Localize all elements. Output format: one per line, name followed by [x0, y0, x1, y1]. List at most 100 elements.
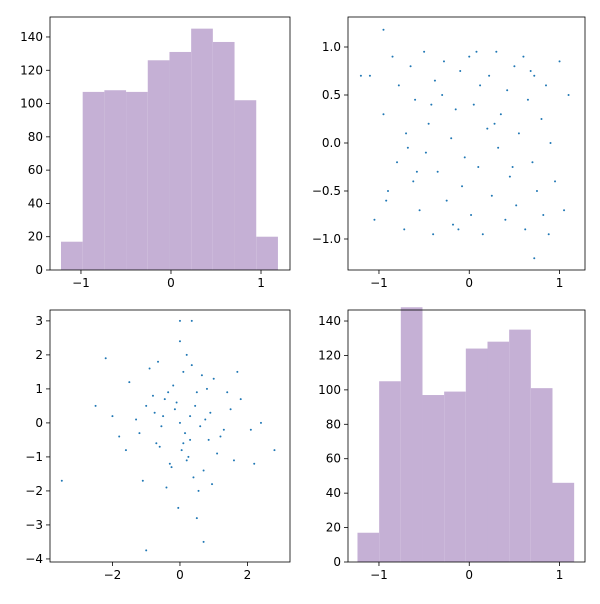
scatter-point: [517, 132, 520, 135]
y-tick-label: 0.0: [322, 136, 341, 150]
scatter-point: [211, 483, 214, 486]
scatter-point: [506, 89, 509, 92]
scatter-point: [104, 357, 107, 360]
scatter-point: [259, 421, 262, 424]
scatter-point: [479, 84, 482, 87]
y-tick-label: 60: [326, 452, 341, 466]
scatter-point: [533, 74, 536, 77]
scatter-point: [135, 418, 138, 421]
scatter-point: [148, 367, 151, 370]
scatter-point: [554, 180, 557, 183]
histogram-bar: [400, 307, 423, 562]
scatter-point: [232, 459, 235, 462]
y-tick-label: 2: [35, 348, 43, 362]
scatter-point: [229, 408, 232, 411]
scatter-point: [178, 319, 181, 322]
scatter-point: [177, 506, 180, 509]
scatter-point: [145, 404, 148, 407]
scatter-point: [423, 50, 426, 53]
scatter-point: [155, 442, 158, 445]
histogram-bar: [126, 91, 148, 271]
axes-frame: [347, 309, 586, 563]
scatter-point: [167, 391, 170, 394]
scatter-point: [145, 549, 148, 552]
scatter-point: [490, 194, 493, 197]
y-tick-label: 140: [20, 30, 43, 44]
scatter-point: [157, 360, 160, 363]
scatter-point: [475, 50, 478, 53]
scatter-point: [427, 122, 430, 125]
y-tick-label: −1: [25, 450, 43, 464]
scatter-point: [540, 117, 543, 120]
histogram-bar: [444, 391, 466, 562]
scatter-point: [386, 189, 389, 192]
scatter-point: [493, 122, 496, 125]
scatter-point: [194, 404, 197, 407]
scatter-point: [175, 401, 178, 404]
scatter-point: [153, 411, 156, 414]
scatter-point: [185, 353, 188, 356]
y-tick-label: −3: [25, 518, 43, 532]
scatter-point: [547, 233, 550, 236]
scatter-point: [158, 445, 161, 448]
x-tick-label: 0: [465, 276, 473, 290]
scatter-point: [219, 435, 222, 438]
scatter-point: [385, 199, 388, 202]
x-tick-label: −1: [370, 276, 388, 290]
scatter-point: [172, 384, 175, 387]
scatter-point: [533, 257, 536, 260]
x-tick-label: 0: [167, 276, 175, 290]
y-tick-label: 60: [28, 163, 43, 177]
y-tick-label: −4: [25, 552, 43, 566]
scatter-point: [118, 435, 121, 438]
histogram-bar: [487, 341, 510, 562]
y-tick-label: 120: [318, 348, 341, 362]
scatter-point: [236, 370, 239, 373]
scatter-point: [409, 65, 412, 68]
scatter-point: [185, 459, 188, 462]
scatter-point: [60, 479, 63, 482]
scatter-point: [226, 391, 229, 394]
histogram-bar: [530, 388, 553, 562]
scatter-point: [368, 74, 371, 77]
scatter-point: [168, 462, 171, 465]
histogram-bar: [256, 236, 278, 270]
scatter-point: [141, 479, 144, 482]
scatter-point: [497, 146, 500, 149]
scatter-point: [382, 113, 385, 116]
scatter-point: [433, 79, 436, 82]
scatter-point: [209, 411, 212, 414]
scatter-point: [253, 462, 256, 465]
scatter-point: [190, 319, 193, 322]
scatter-point: [526, 98, 529, 101]
scatter-point: [418, 209, 421, 212]
scatter-point: [199, 425, 202, 428]
scatter-point: [165, 486, 168, 489]
scatter-point: [508, 175, 511, 178]
scatter-point: [457, 228, 460, 231]
x-tick-label: −1: [370, 568, 388, 582]
scatter-point: [442, 60, 445, 63]
scatter-point: [450, 137, 453, 140]
y-tick-label: 80: [326, 417, 341, 431]
scatter-point: [535, 189, 538, 192]
scatter-point: [513, 65, 516, 68]
y-tick-label: 20: [326, 521, 341, 535]
scatter-point: [138, 432, 141, 435]
histogram-bar: [169, 51, 192, 270]
scatter-point: [195, 391, 198, 394]
scatter-point: [200, 374, 203, 377]
scatter-point: [204, 418, 207, 421]
scatter-point: [481, 233, 484, 236]
x-tick-label: 0: [176, 568, 184, 582]
scatter-point: [216, 452, 219, 455]
scatter-point: [415, 170, 418, 173]
histogram-bar: [104, 90, 127, 270]
scatter-point: [170, 466, 173, 469]
scatter-point: [424, 151, 427, 154]
scatter-point: [412, 180, 415, 183]
y-tick-label: 40: [326, 486, 341, 500]
scatter-point: [160, 425, 163, 428]
